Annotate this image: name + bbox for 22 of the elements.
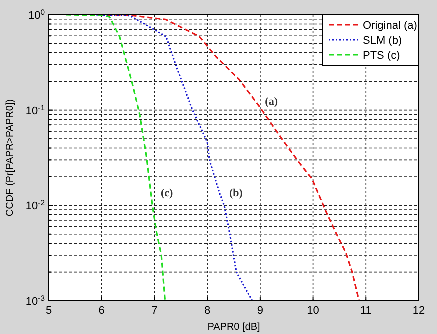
line-series bbox=[96, 14, 254, 302]
x-tick-label: 9 bbox=[257, 305, 264, 317]
y-tick-label: 10$^{-1}$ bbox=[26, 102, 45, 118]
x-tick-label: 6 bbox=[98, 305, 105, 317]
y-tick-label: 10$^{0}$ bbox=[28, 8, 45, 22]
legend-label: Original (a) bbox=[363, 20, 418, 32]
x-tick-label: 7 bbox=[152, 305, 158, 317]
x-tick-label: 11 bbox=[360, 305, 372, 317]
y-axis-title: CCDF (Pr[PAPR>PAPR0]) bbox=[5, 99, 16, 217]
y-tick-label: 10$^{-2}$ bbox=[26, 198, 45, 213]
x-axis-title: PAPR0 [dB] bbox=[208, 322, 261, 333]
annotation: (c) bbox=[160, 187, 174, 200]
y-tick-label: 10$^{-3}$ bbox=[26, 294, 45, 308]
x-tick-label: 10 bbox=[307, 305, 320, 317]
line-series bbox=[98, 14, 360, 302]
annotation: (a) bbox=[265, 96, 278, 108]
legend-label: SLM (b) bbox=[363, 35, 402, 47]
legend-label: PTS (c) bbox=[363, 50, 400, 62]
x-tick-label: 12 bbox=[412, 305, 426, 317]
x-tick-label: 5 bbox=[46, 305, 52, 317]
annotation: (b) bbox=[229, 187, 244, 200]
x-tick-label: 8 bbox=[204, 305, 211, 317]
